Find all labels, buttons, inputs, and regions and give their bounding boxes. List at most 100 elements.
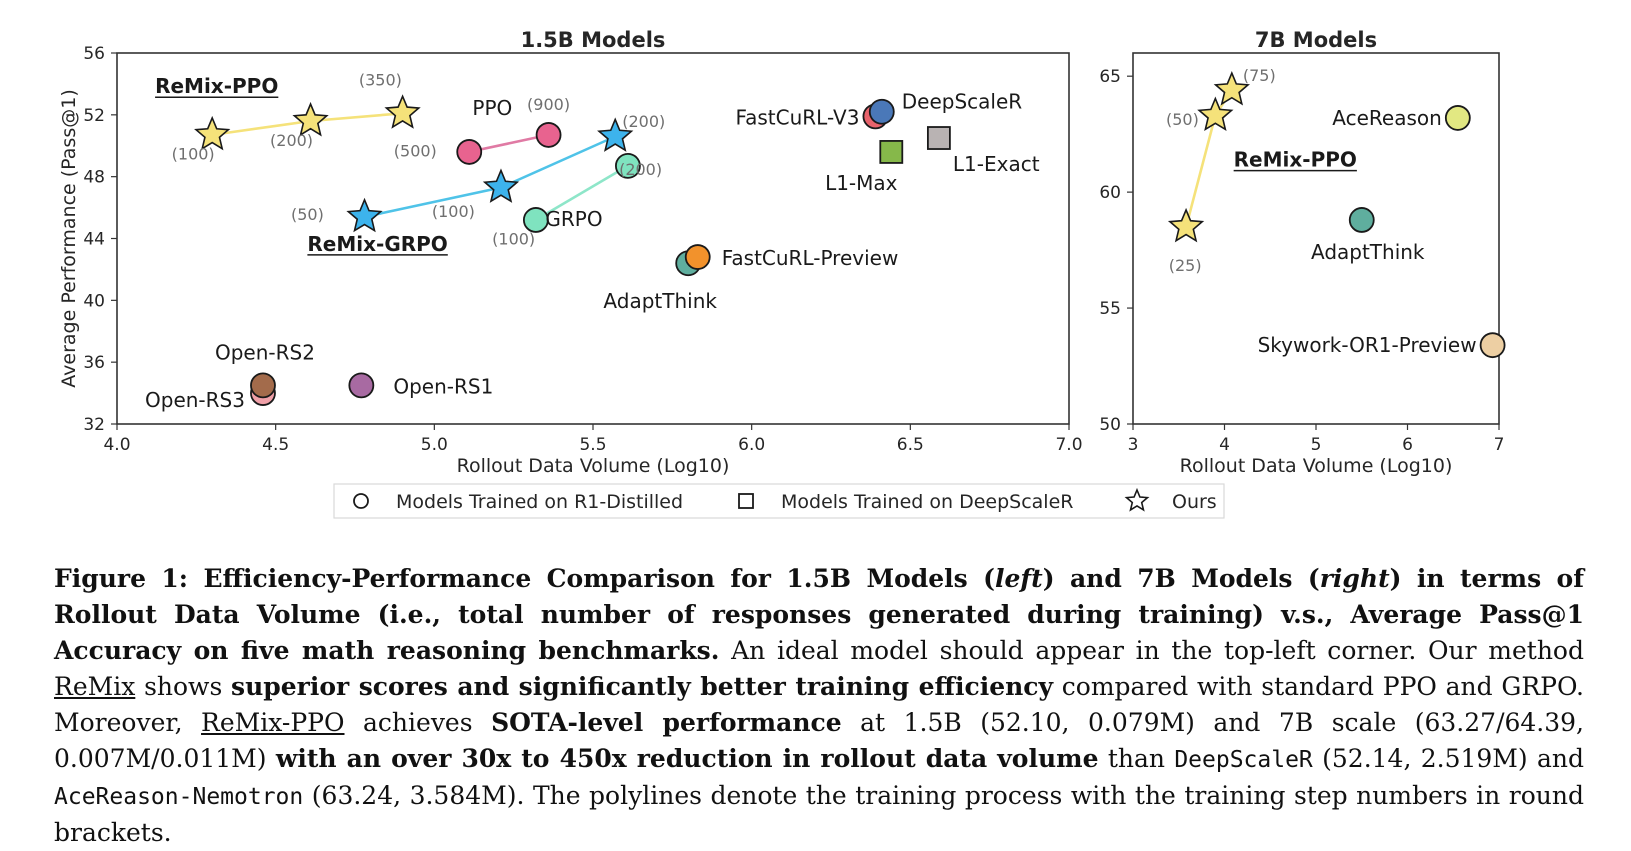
data-point-star (1197, 96, 1234, 132)
data-point-star (482, 168, 520, 203)
point-label-open-rs1: Open-RS1 (393, 374, 493, 398)
y-tick-label: 44 (83, 230, 105, 250)
caption-italic-left: left (995, 564, 1043, 593)
step-annotation: (25) (1169, 256, 1202, 275)
x-axis-label: Rollout Data Volume (Log10) (1180, 455, 1453, 477)
series-annotation-remix-ppo: ReMix-PPO (1234, 148, 1357, 172)
x-tick-label: 6.0 (738, 435, 765, 455)
x-tick-label: 5.5 (579, 435, 606, 455)
caption-underline: ReMix-PPO (201, 708, 345, 737)
point-label-l1-exact: L1-Exact (953, 152, 1040, 176)
chart-title: 7B Models (1255, 28, 1377, 52)
step-annotation: (50) (291, 205, 324, 224)
caption-bold: Efficiency-Performance Comparison for 1.… (203, 564, 995, 593)
caption-italic-right: right (1319, 564, 1390, 593)
data-point-star (384, 94, 421, 129)
caption-text: than (1107, 744, 1165, 773)
legend-marker-circle (353, 493, 369, 509)
training-line-grpo (535, 164, 629, 222)
point-label-acereason: AceReason (1332, 106, 1442, 130)
data-point-star (597, 117, 634, 152)
y-tick-label: 36 (83, 353, 105, 373)
data-point-square-l1-exact (926, 126, 951, 150)
x-axis-label: Rollout Data Volume (Log10) (457, 455, 730, 477)
data-point-circle (535, 122, 562, 148)
legend-label: Models Trained on DeepScaleR (781, 491, 1073, 513)
point-label-adaptthink: AdaptThink (1311, 240, 1425, 264)
step-annotation: (500) (394, 142, 437, 161)
data-point-circle (456, 139, 483, 165)
step-annotation: (100) (432, 202, 475, 221)
point-label-fastcurl-v3: FastCuRL-V3 (735, 105, 859, 129)
plot-frame (1132, 52, 1500, 425)
caption-text: achieves (363, 708, 473, 737)
step-annotation: (200) (622, 112, 665, 131)
y-tick-label: 48 (83, 168, 105, 188)
x-tick-label: 3 (1128, 435, 1139, 455)
legend-marker-star (1124, 487, 1150, 512)
training-line-ppo (468, 133, 549, 154)
y-tick-label: 55 (1099, 299, 1121, 319)
caption-text: compared with standard PPO and GRPO. Mor… (54, 672, 1584, 737)
chart-panel-2: 7B Models 3 4 5 6 7 50 55 60 65 Rollout Data Volum… (1099, 28, 1506, 477)
caption-bold: with an over 30x to 450x reduction in ro… (275, 744, 1099, 773)
chart-panel-1: 1.5B Models 4.0 4.5 5.0 5.5 6.0 6.5 7.0 32 36 40 44… (58, 28, 1083, 477)
series-annotation-ppo: PPO (472, 96, 512, 120)
caption-text: An ideal model should appear in the top-… (731, 636, 1584, 665)
data-point-star (1213, 71, 1250, 106)
legend-frame (333, 483, 1225, 519)
data-point-square-l1-max (879, 140, 904, 164)
step-annotation: (75) (1243, 66, 1276, 85)
series-annotation-remix-grpo: ReMix-GRPO (307, 232, 447, 256)
x-tick-label: 5.0 (421, 435, 448, 455)
y-tick-label: 40 (83, 291, 105, 311)
data-point-circle-open-rs1 (348, 372, 375, 399)
step-annotation: (900) (527, 95, 570, 114)
step-annotation: (50) (1166, 110, 1199, 129)
caption-bold: ) in terms of Rollout Data Volume (i.e.,… (54, 564, 1584, 665)
x-tick-label: 4.5 (262, 435, 289, 455)
point-label-open-rs3: Open-RS3 (145, 388, 245, 412)
caption-text: (52.14, 2.519M) and (1322, 744, 1584, 773)
y-tick-label: 65 (1099, 67, 1121, 87)
point-label-l1-max: L1-Max (825, 171, 898, 195)
series-annotation-remix-ppo: ReMix-PPO (155, 74, 278, 98)
x-tick-label: 6.5 (897, 435, 924, 455)
data-point-circle (522, 207, 549, 233)
y-tick-label: 52 (83, 106, 105, 126)
caption-text: shows (144, 672, 223, 701)
step-annotation: (350) (359, 70, 402, 89)
legend-label: Ours (1172, 491, 1217, 513)
chart-title: 1.5B Models (521, 28, 666, 52)
data-point-star (1167, 207, 1205, 243)
legend-label: Models Trained on R1-Distilled (396, 491, 683, 513)
x-tick-label: 4 (1219, 435, 1230, 455)
data-point-circle-fastcurl-preview (684, 244, 711, 270)
series-annotation-grpo: GRPO (545, 207, 602, 231)
y-tick-label: 56 (83, 44, 105, 64)
point-label-skywork-or1-preview: Skywork-OR1-Preview (1258, 333, 1477, 357)
step-annotation: (200) (270, 131, 313, 150)
caption-text: at 1.5B (52.10, 0.079M) and 7B scale (63… (54, 708, 1585, 773)
y-axis-label: Average Performance (Pass@1) (58, 89, 80, 387)
data-point-circle (615, 152, 641, 179)
step-annotation: (100) (172, 145, 215, 164)
step-annotation: (200) (619, 160, 662, 179)
plot-frame (116, 52, 1070, 425)
data-point-circle-deepscaler (868, 98, 895, 125)
data-point-circle-adaptthink (1348, 207, 1375, 233)
point-label-deepscaler: DeepScaleR (902, 90, 1023, 114)
data-point-star (194, 115, 231, 151)
data-point-star (346, 197, 383, 233)
point-label-fastcurl-preview: FastCuRL-Preview (722, 246, 899, 270)
caption-mono: AceReason-Nemotron (54, 784, 304, 810)
x-tick-label: 5 (1311, 435, 1322, 455)
point-label-adaptthink: AdaptThink (603, 289, 717, 313)
point-label-open-rs2: Open-RS2 (215, 340, 315, 364)
caption-figure-label: Figure 1: (54, 564, 189, 593)
data-point-circle-open-rs2 (250, 372, 276, 399)
data-point-star (292, 101, 329, 137)
x-tick-label: 4.0 (103, 435, 130, 455)
caption-bold: ) and 7B Models ( (1042, 564, 1320, 593)
